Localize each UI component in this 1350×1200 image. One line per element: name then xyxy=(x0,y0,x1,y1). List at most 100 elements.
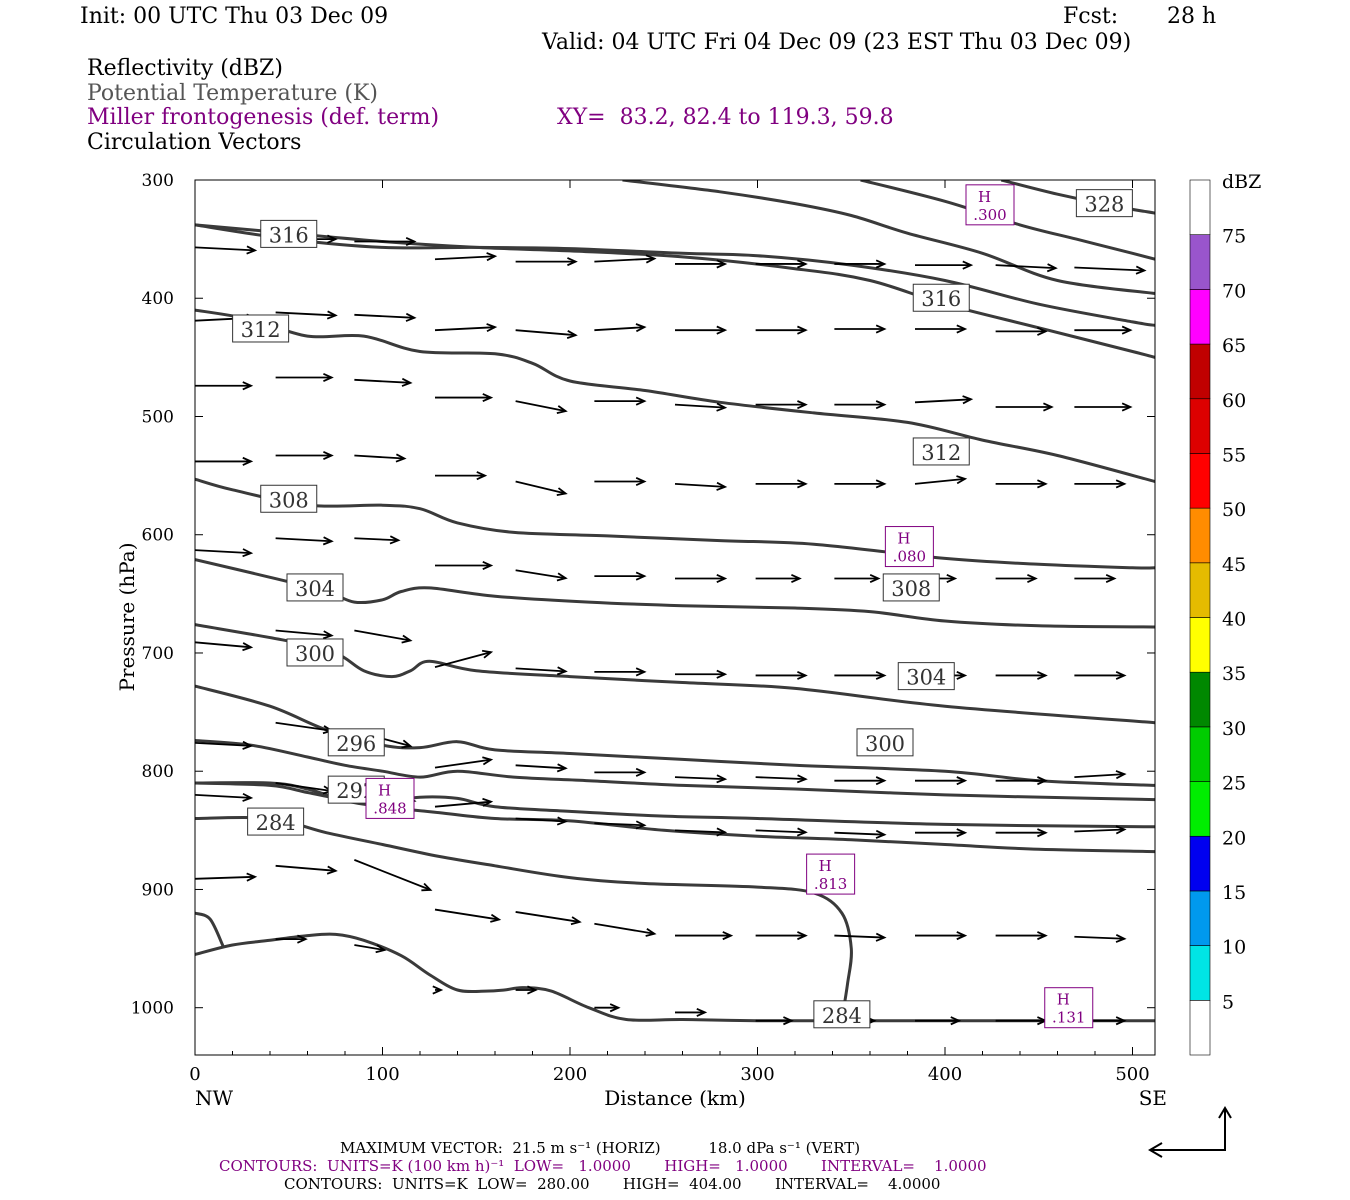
circulation-vector xyxy=(675,1007,708,1017)
circulation-vector xyxy=(834,829,887,839)
circulation-vector xyxy=(834,932,887,942)
field-circulation-vectors: Circulation Vectors xyxy=(87,130,302,155)
x-axis-label: Distance (km) xyxy=(604,1086,746,1110)
svg-text:316: 316 xyxy=(921,287,961,311)
theta-contour-284 xyxy=(195,911,225,947)
circulation-vector xyxy=(755,670,808,680)
contour-label: 300 xyxy=(286,638,344,667)
theta-contour-328 xyxy=(622,180,1155,295)
circulation-vector xyxy=(1074,573,1117,583)
circulation-vector xyxy=(354,377,413,387)
colorbar-unit-label: dBZ xyxy=(1222,171,1261,193)
circulation-vector xyxy=(755,259,808,269)
circulation-vector xyxy=(834,324,887,334)
circulation-vector xyxy=(354,944,387,954)
circulation-vector xyxy=(275,629,334,640)
circulation-vector xyxy=(275,536,334,546)
svg-text:H: H xyxy=(978,188,991,206)
svg-text:300: 300 xyxy=(295,642,335,666)
theta-contour-332 xyxy=(860,180,1155,261)
circulation-vector xyxy=(755,325,808,335)
contour-label: 316 xyxy=(260,219,318,248)
colorbar-tick-label: 60 xyxy=(1222,390,1246,412)
x-tick-label: 300 xyxy=(740,1064,774,1085)
colorbar-bin xyxy=(1189,617,1211,673)
circulation-vector xyxy=(915,828,968,838)
theta-contour-312 xyxy=(195,477,1155,570)
init-time: Init: 00 UTC Thu 03 Dec 09 xyxy=(80,4,389,29)
circulation-vector xyxy=(1074,325,1133,335)
circulation-vector xyxy=(594,922,657,937)
colorbar-bin xyxy=(1189,289,1211,345)
svg-text:H: H xyxy=(378,781,391,799)
circulation-vector xyxy=(594,820,647,830)
svg-text:H: H xyxy=(897,530,910,548)
colorbar-tick-label: 40 xyxy=(1222,609,1246,631)
circulation-vector xyxy=(515,666,568,676)
colorbar-bin xyxy=(1189,398,1211,454)
theta-contour-316 xyxy=(195,308,1155,483)
contour-label: 312 xyxy=(232,314,290,343)
colorbar-tick-label: 5 xyxy=(1222,991,1234,1013)
contour-labels: 3163123083043002962922843163123083043002… xyxy=(232,189,1133,1029)
circulation-vector xyxy=(354,236,417,246)
x-end-label-left: NW xyxy=(195,1086,234,1110)
circulation-vector xyxy=(515,257,578,267)
circulation-vector xyxy=(435,471,488,481)
svg-text:304: 304 xyxy=(906,666,946,690)
svg-text:284: 284 xyxy=(256,811,296,835)
circulation-vector xyxy=(435,560,494,570)
circulation-vector xyxy=(434,252,498,262)
circulation-vector xyxy=(995,931,1048,941)
y-tick-label: 400 xyxy=(142,289,174,309)
circulation-vector xyxy=(675,931,734,941)
circulation-vector xyxy=(915,1016,962,1026)
circulation-vector xyxy=(995,828,1048,838)
circulation-vector xyxy=(195,740,254,750)
y-tick-label: 600 xyxy=(142,526,174,546)
plot-frame xyxy=(194,179,1156,1056)
circulation-vector xyxy=(834,479,887,489)
y-tick-label: 700 xyxy=(142,644,174,664)
circulation-vector xyxy=(675,573,728,583)
contour-label: 304 xyxy=(897,662,955,691)
footer-contours-theta: CONTOURS: UNITS=K LOW= 280.00 HIGH= 404.… xyxy=(284,1175,941,1193)
circulation-vector xyxy=(515,763,568,773)
circulation-vector xyxy=(1074,479,1127,489)
y-tick-label: 300 xyxy=(142,171,174,191)
frontogenesis-max: H.848 xyxy=(365,777,415,819)
contour-label: 300 xyxy=(856,728,914,757)
contour-label: 296 xyxy=(327,728,385,757)
x-tick-label: 100 xyxy=(365,1064,399,1085)
circulation-vector xyxy=(434,323,498,333)
circulation-vector xyxy=(674,774,728,784)
circulation-vector xyxy=(195,381,254,391)
svg-text:.848: .848 xyxy=(373,799,406,817)
theta-contour-284 xyxy=(195,932,1155,1023)
axes: 0 100 200 300 400 500 300 400 500 600 700 800 900 100… xyxy=(131,171,1155,1085)
svg-text:304: 304 xyxy=(295,577,335,601)
circulation-vector xyxy=(515,911,582,926)
svg-text:H: H xyxy=(1057,991,1070,1009)
circulation-vector xyxy=(515,400,568,414)
circulation-vector xyxy=(515,569,568,582)
colorbar-bin xyxy=(1189,562,1211,618)
colorbar-bin xyxy=(1189,835,1211,892)
y-axis-label: Pressure (hPa) xyxy=(115,543,139,692)
circulation-vector xyxy=(515,329,578,339)
field-reflectivity: Reflectivity (dBZ) xyxy=(87,56,283,81)
svg-text:316: 316 xyxy=(269,223,309,247)
circulation-vector xyxy=(995,479,1048,489)
field-potential-temperature: Potential Temperature (K) xyxy=(87,81,378,106)
x-tick-label: 400 xyxy=(928,1064,962,1085)
colorbar-bin xyxy=(1189,781,1211,837)
circulation-vector xyxy=(434,756,494,769)
circulation-vector xyxy=(755,573,802,583)
contour-label: 308 xyxy=(260,484,318,513)
circulation-vector xyxy=(195,456,254,466)
colorbar-tick-label: 70 xyxy=(1222,280,1246,302)
frontogenesis-max: H.300 xyxy=(965,184,1015,226)
circulation-vector xyxy=(515,985,538,995)
circulation-vector xyxy=(1074,770,1127,780)
